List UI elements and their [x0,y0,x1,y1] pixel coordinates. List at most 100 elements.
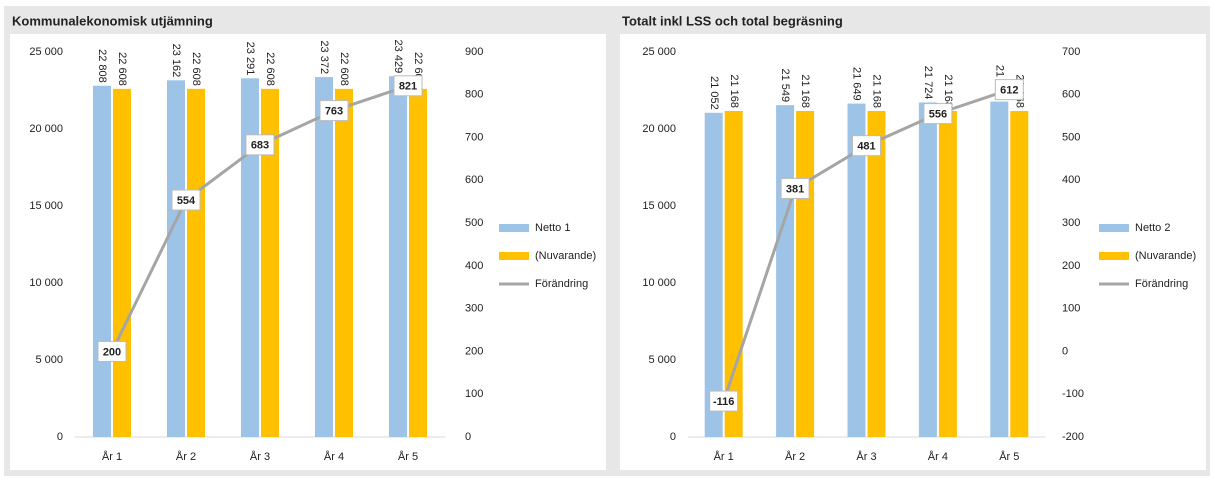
bar [918,102,937,437]
bar [93,85,111,437]
legend-label: Netto 1 [535,222,570,234]
label-box [245,134,275,156]
bar [335,88,353,438]
y2-tick-label: 400 [1062,174,1080,186]
legend-label: (Nuvarande) [535,250,596,262]
data-label: 381 [786,183,804,195]
bar [867,111,886,437]
data-label: 21 168 [871,74,883,108]
y2-tick-label: -200 [1062,431,1084,443]
y2-tick-label: 700 [465,131,483,143]
bar [315,77,333,437]
y2-tick-label: 800 [465,89,483,101]
bar [776,105,795,438]
data-label: 22 608 [264,52,276,86]
bar [167,80,185,437]
bar [187,88,205,438]
x-tick-label: År 3 [250,450,270,463]
data-label: 612 [1000,85,1018,97]
y2-tick-label: 200 [1062,260,1080,272]
label-box [709,390,739,412]
y-tick-label: 0 [670,431,676,443]
data-label: 21 549 [779,68,791,102]
data-label: 683 [251,140,269,152]
y-tick-label: 0 [57,431,63,443]
bar [704,112,723,438]
data-label: -116 [713,396,734,408]
data-label: 22 608 [190,52,202,86]
bar [796,111,815,437]
data-label: 21 052 [708,76,720,110]
data-label: 21 168 [942,74,954,108]
bar [938,111,957,437]
data-label: 821 [399,81,417,93]
y2-tick-label: 600 [1062,89,1080,101]
data-label: 22 808 [96,49,108,83]
label-box [97,340,127,362]
x-tick-label: År 5 [999,450,1019,463]
x-tick-label: År 2 [785,450,805,463]
y-tick-label: 10 000 [29,277,63,289]
y2-tick-label: 300 [465,303,483,315]
y2-tick-label: 700 [1062,46,1080,58]
label-box [171,189,201,211]
bar [389,76,407,438]
y-tick-label: 20 000 [29,123,63,135]
label-box [393,75,423,97]
data-label: 554 [177,195,196,207]
data-label: 21 168 [728,74,740,108]
x-tick-label: År 4 [324,450,344,463]
data-label: 23 372 [318,40,330,74]
y2-tick-label: 400 [465,260,483,272]
data-label: 23 162 [170,44,182,78]
bar [241,78,259,437]
y2-tick-label: 500 [1062,131,1080,143]
bar [1010,111,1029,437]
y-tick-label: 10 000 [642,277,676,289]
label-box [923,103,953,125]
bar [990,101,1009,437]
y-tick-label: 25 000 [642,46,676,58]
data-label: 763 [325,106,343,118]
data-label: 22 608 [116,52,128,86]
y-tick-label: 20 000 [642,123,676,135]
legend-swatch [1099,224,1129,232]
y2-tick-label: 0 [465,431,471,443]
y2-tick-label: 100 [1062,303,1080,315]
bar [113,88,131,438]
bar [847,103,866,437]
y-tick-label: 5 000 [648,354,676,366]
chart-title: Totalt inkl LSS och total begräsning [622,13,843,28]
legend-swatch [499,252,529,260]
x-tick-label: År 2 [176,450,196,463]
data-label: 21 724 [922,66,934,100]
y2-tick-label: -100 [1062,388,1084,400]
y-tick-label: 5 000 [35,354,63,366]
legend-label: (Nuvarande) [1135,250,1196,262]
bar [409,88,427,438]
x-tick-label: År 4 [928,450,948,463]
label-box [852,135,881,157]
y2-tick-label: 900 [465,46,483,58]
data-label: 21 168 [799,74,811,108]
y2-tick-label: 0 [1062,345,1068,357]
y2-tick-label: 200 [465,345,483,357]
data-label: 556 [929,109,947,121]
label-box [994,79,1024,101]
legend-swatch [1099,252,1129,260]
data-label: 481 [857,141,875,153]
x-tick-label: År 1 [714,450,734,463]
y2-tick-label: 100 [465,388,483,400]
y-tick-label: 15 000 [29,200,63,212]
legend-label: Förändring [535,278,588,290]
data-label: 22 608 [338,52,350,86]
data-label: 23 429 [392,40,404,74]
data-label: 21 649 [851,67,863,101]
y2-tick-label: 500 [465,217,483,229]
y2-tick-label: 300 [1062,217,1080,229]
data-label: 200 [103,346,121,358]
y-tick-label: 25 000 [29,46,63,58]
y2-tick-label: 600 [465,174,483,186]
